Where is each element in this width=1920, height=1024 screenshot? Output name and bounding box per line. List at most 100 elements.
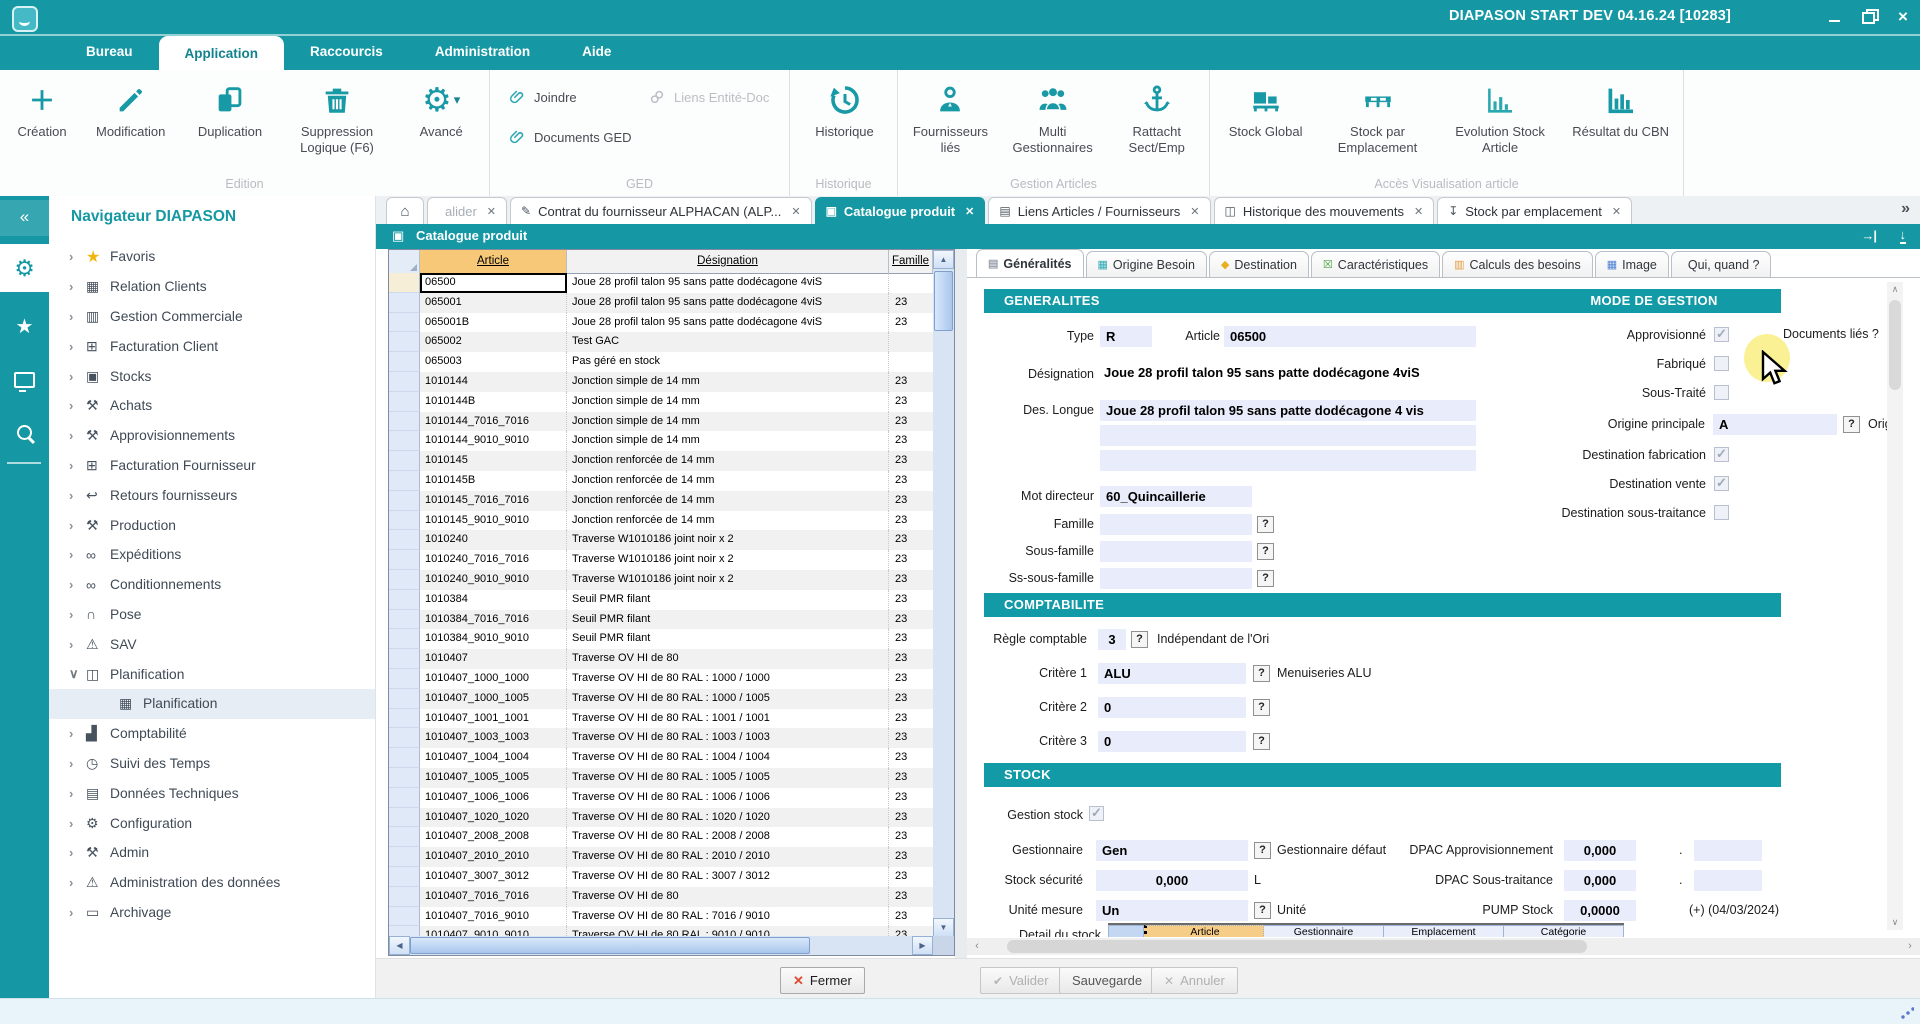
- famille-cell[interactable]: 23: [895, 513, 908, 526]
- checkbox[interactable]: [1714, 475, 1729, 491]
- table-row[interactable]: 1010144_7016_7016 Jonction simple de 14 …: [389, 411, 933, 432]
- article-cell[interactable]: 1010407_1004_1004: [420, 748, 567, 768]
- table-row[interactable]: 1010144_9010_9010 Jonction simple de 14 …: [389, 431, 933, 452]
- row-selector-cell[interactable]: [389, 490, 420, 511]
- table-row[interactable]: 1010145_7016_7016 Jonction renforcée de …: [389, 490, 933, 511]
- dpac-sous-traitance-field-2[interactable]: [1694, 870, 1762, 891]
- dpac-approvisionnement-field[interactable]: 0,000: [1564, 840, 1636, 861]
- famille-cell[interactable]: 23: [895, 889, 908, 902]
- designation-cell[interactable]: Traverse OV HI de 80 RAL : 2010 / 2010: [567, 847, 889, 867]
- checkbox[interactable]: [1714, 505, 1729, 520]
- nav-tree-item[interactable]: › ▦ Relation Clients: [49, 272, 375, 302]
- article-cell[interactable]: 1010384: [420, 589, 567, 610]
- chevron-right-icon[interactable]: ›: [69, 755, 74, 771]
- chevron-right-icon[interactable]: ›: [69, 279, 74, 295]
- designation-cell[interactable]: Traverse OV HI de 80 RAL : 9010 / 9010: [567, 926, 889, 937]
- article-cell[interactable]: 1010240_9010_9010: [420, 569, 567, 590]
- document-tab[interactable]: ▣ Catalogue produit ✕: [814, 197, 986, 224]
- designation-cell[interactable]: Joue 28 profil talon 95 sans patte dodéc…: [567, 273, 889, 293]
- nav-tree-item[interactable]: › ▣ Stocks: [49, 361, 375, 391]
- article-cell[interactable]: 1010407_1000_1005: [420, 688, 567, 709]
- resize-grip-icon[interactable]: [1900, 1006, 1914, 1020]
- famille-cell[interactable]: 23: [895, 909, 908, 922]
- gestionnaire-field[interactable]: Gen: [1096, 840, 1248, 861]
- regle-comptable-field[interactable]: 3: [1098, 629, 1126, 650]
- table-row[interactable]: 1010407_1005_1005 Traverse OV HI de 80 R…: [389, 767, 933, 788]
- famille-cell[interactable]: 23: [895, 830, 908, 843]
- scroll-right-icon[interactable]: ▶: [912, 936, 933, 955]
- famille-cell[interactable]: 23: [895, 612, 908, 625]
- scrollbar-thumb[interactable]: [1889, 300, 1901, 390]
- article-field[interactable]: 06500: [1224, 326, 1476, 347]
- designation-cell[interactable]: Joue 28 profil talon 95 sans patte dodéc…: [567, 292, 889, 313]
- article-cell[interactable]: 1010407_2008_2008: [420, 827, 567, 848]
- scroll-left-icon[interactable]: ‹: [975, 940, 979, 952]
- chevron-right-icon[interactable]: ∨: [69, 666, 79, 682]
- designation-cell[interactable]: Traverse OV HI de 80 RAL : 1000 / 1005: [567, 688, 889, 709]
- table-row[interactable]: 1010407_9010_9010 Traverse OV HI de 80 R…: [389, 926, 933, 937]
- table-row[interactable]: 1010407_1001_1001 Traverse OV HI de 80 R…: [389, 708, 933, 729]
- article-cell[interactable]: 1010145: [420, 451, 567, 471]
- chevron-right-icon[interactable]: ›: [69, 368, 74, 384]
- detail-column-header[interactable]: Gestionnaire: [1264, 925, 1384, 937]
- famille-cell[interactable]: 23: [895, 770, 908, 783]
- nav-tree-item[interactable]: › ⚒ Achats: [49, 391, 375, 421]
- row-selector-cell[interactable]: [389, 629, 420, 650]
- chevron-right-icon[interactable]: ›: [69, 636, 74, 652]
- designation-cell[interactable]: Traverse OV HI de 80 RAL : 1001 / 1001: [567, 708, 889, 729]
- row-selector-cell[interactable]: [389, 510, 420, 531]
- article-cell[interactable]: 1010384_9010_9010: [420, 629, 567, 650]
- designation-cell[interactable]: Traverse OV HI de 80 RAL : 1020 / 1020: [567, 807, 889, 828]
- famille-field[interactable]: [1100, 514, 1252, 535]
- document-tab[interactable]: ▤ Liens Articles / Fournisseurs ✕: [988, 197, 1211, 224]
- chevron-right-icon[interactable]: ›: [69, 338, 74, 354]
- row-selector-cell[interactable]: [389, 470, 420, 491]
- famille-cell[interactable]: 23: [895, 553, 908, 566]
- famille-cell[interactable]: [889, 352, 933, 372]
- pane-divider[interactable]: [955, 249, 967, 958]
- collapse-right-icon[interactable]: →|: [1861, 228, 1877, 243]
- designation-cell[interactable]: Traverse W1010186 joint noir x 2: [567, 550, 889, 570]
- row-selector-cell[interactable]: [389, 411, 420, 432]
- famille-cell[interactable]: 23: [895, 414, 908, 427]
- critere2-field[interactable]: 0: [1098, 697, 1246, 718]
- nav-tree-item[interactable]: › ⊞ Facturation Client: [49, 331, 375, 361]
- famille-cell[interactable]: 23: [895, 850, 908, 863]
- table-row[interactable]: 1010240_9010_9010 Traverse W1010186 join…: [389, 569, 933, 590]
- menu-item[interactable]: Application: [158, 36, 285, 70]
- designation-cell[interactable]: Seuil PMR filant: [567, 629, 889, 650]
- ss-sous-famille-field[interactable]: [1100, 568, 1252, 589]
- famille-cell[interactable]: 23: [895, 671, 908, 684]
- chevron-right-icon[interactable]: ›: [69, 487, 74, 503]
- row-selector-cell[interactable]: [389, 352, 420, 372]
- article-cell[interactable]: 1010407: [420, 649, 567, 669]
- menu-item[interactable]: Aide: [556, 34, 637, 70]
- home-tab[interactable]: ⌂: [386, 197, 424, 224]
- nav-tree-item[interactable]: › ∞ Conditionnements: [49, 570, 375, 600]
- designation-cell[interactable]: Jonction simple de 14 mm: [567, 431, 889, 452]
- article-cell[interactable]: 1010407_1005_1005: [420, 767, 567, 788]
- tab-form-section[interactable]: ☒ Caractéristiques: [1310, 251, 1441, 277]
- collapse-sidebar-button[interactable]: «: [0, 200, 49, 236]
- row-selector-cell[interactable]: [389, 609, 420, 630]
- document-tab[interactable]: ↧ Stock par emplacement ✕: [1437, 197, 1633, 224]
- famille-cell[interactable]: 23: [895, 394, 908, 407]
- grid-vertical-scrollbar[interactable]: ▲ ▼: [933, 250, 954, 937]
- close-tab-icon[interactable]: ✕: [965, 205, 975, 218]
- close-button[interactable]: ×: [1898, 7, 1908, 26]
- chevron-right-icon[interactable]: ›: [69, 606, 74, 622]
- designation-cell[interactable]: Jonction renforcée de 14 mm: [567, 470, 889, 491]
- famille-cell[interactable]: 23: [895, 533, 908, 546]
- tab-form-section[interactable]: ▦ Origine Besoin: [1085, 251, 1207, 277]
- famille-cell[interactable]: 23: [895, 454, 908, 467]
- detail-column-header[interactable]: Article: [1144, 925, 1264, 937]
- table-row[interactable]: 1010407_1000_1005 Traverse OV HI de 80 R…: [389, 688, 933, 709]
- table-row[interactable]: 1010145B Jonction renforcée de 14 mm 23: [389, 470, 933, 491]
- designation-cell[interactable]: Traverse OV HI de 80 RAL : 2008 / 2008: [567, 827, 889, 848]
- checkbox[interactable]: [1714, 356, 1729, 371]
- article-cell[interactable]: 1010407_2010_2010: [420, 847, 567, 867]
- close-tab-icon[interactable]: ✕: [486, 205, 497, 218]
- checkbox[interactable]: [1714, 326, 1729, 342]
- table-row[interactable]: 1010407_1006_1006 Traverse OV HI de 80 R…: [389, 787, 933, 808]
- fournisseurs-lies-button[interactable]: Fournisseurs liés: [906, 78, 995, 155]
